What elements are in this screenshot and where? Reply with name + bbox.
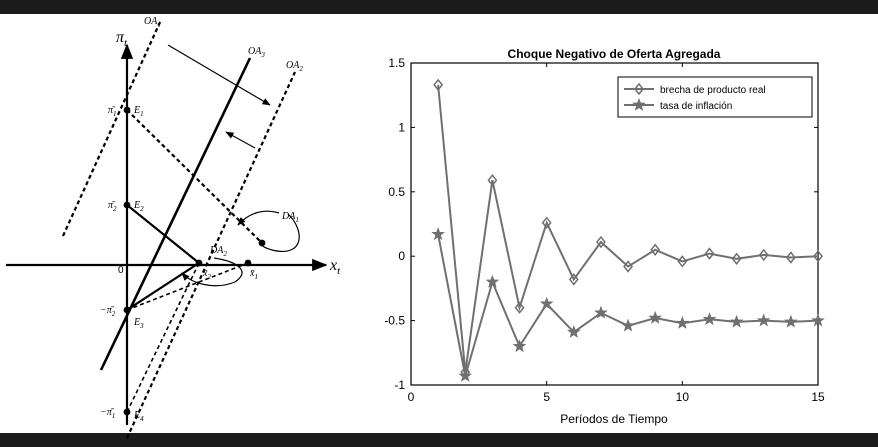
oa-da-diagram: πt xt 0 OA1 OA3 OA2 DA1 DA2 E1 E2 E3 E4 …	[6, 16, 341, 439]
data-point	[650, 243, 661, 256]
y-tick-label: 1	[398, 120, 405, 134]
legend-label: tasa de inflación	[660, 101, 732, 112]
e3-label: E3	[133, 317, 144, 330]
data-point	[756, 313, 771, 327]
data-point	[594, 305, 608, 319]
oa3-label: OA3	[248, 46, 265, 59]
guide-e3-x1-line	[126, 262, 249, 311]
series-line	[437, 84, 819, 373]
data-point	[677, 255, 688, 268]
neg-pi2-level-label: −π̄2	[100, 305, 116, 318]
point-x1	[244, 259, 252, 267]
data-point	[431, 227, 445, 241]
series-2	[431, 227, 825, 382]
data-point	[621, 318, 635, 332]
origin-label: 0	[118, 265, 124, 276]
data-point	[568, 273, 579, 286]
x-tick-label: 5	[543, 390, 550, 404]
data-point	[541, 216, 552, 229]
data-point	[813, 249, 823, 263]
x1-level-label: x̄1	[249, 268, 258, 281]
data-point	[595, 235, 606, 249]
y-tick-label: 0.5	[388, 185, 405, 199]
da2-label: DA2	[209, 245, 227, 258]
legend-marker	[634, 82, 644, 96]
data-point	[729, 314, 744, 328]
data-point	[623, 260, 634, 273]
oa3-line	[99, 57, 252, 371]
data-point	[512, 339, 527, 353]
da1-callout-top	[237, 210, 280, 226]
point-e4	[123, 408, 131, 416]
e2-label: E2	[133, 200, 144, 213]
y-tick-label: -1	[394, 378, 405, 392]
series-1	[433, 78, 823, 379]
oa-return-arrow	[225, 131, 256, 149]
legend-label: brecha de producto real	[660, 85, 766, 96]
neg-pi1-level-label: −π̄1	[100, 407, 115, 420]
data-point	[458, 368, 473, 382]
pi2-level-label: π̄2	[108, 200, 117, 213]
oa2-label: OA2	[286, 60, 303, 73]
bottom-band	[0, 433, 878, 447]
legend-box	[617, 76, 813, 118]
oa-shift-arrow	[167, 44, 271, 106]
data-point	[433, 78, 444, 92]
x-tick-label: 10	[676, 390, 690, 404]
point-e3	[123, 306, 131, 314]
data-point	[785, 251, 796, 264]
da-new-line	[126, 204, 200, 264]
data-point	[811, 313, 825, 327]
y-tick-label: 0	[398, 249, 405, 263]
oa1-line	[61, 19, 163, 237]
x2-level-label: x̄2	[202, 268, 211, 281]
da2-callout	[181, 257, 243, 287]
data-point	[758, 248, 769, 262]
point-e2	[123, 201, 131, 209]
data-point	[675, 316, 690, 329]
data-point	[648, 310, 662, 324]
point-x2	[195, 259, 203, 267]
data-point	[514, 301, 525, 314]
y-tick-label: 1.5	[388, 56, 405, 70]
data-point	[567, 325, 581, 338]
e4-label: E4	[133, 410, 144, 423]
chart-title: Choque Negativo de Oferta Agregada	[508, 47, 721, 61]
top-band	[0, 0, 878, 14]
da2-line	[126, 262, 200, 311]
data-point	[702, 312, 717, 326]
y-tick-label: -0.5	[384, 314, 405, 328]
data-point	[487, 174, 498, 187]
plot-area-frame	[410, 62, 819, 386]
da1-label: DA1	[281, 211, 299, 224]
pi1-level-label: π̄1	[108, 105, 117, 118]
x-tick-label: 15	[811, 390, 825, 404]
pi-axis-label: πt	[116, 29, 128, 49]
point-e1	[123, 106, 131, 114]
data-point	[784, 314, 798, 328]
e1-label: E1	[133, 105, 144, 118]
point-da1-end	[258, 239, 266, 247]
x-tick-label: 0	[408, 390, 415, 404]
data-point	[704, 247, 715, 260]
data-point	[539, 296, 554, 310]
data-point	[485, 274, 500, 288]
oa1-label: OA1	[144, 16, 161, 29]
x-axis-label: xt	[329, 257, 341, 277]
x-axis-title: Períodos de Tiempo	[560, 412, 668, 426]
legend-marker	[632, 97, 646, 111]
data-point	[731, 252, 742, 265]
